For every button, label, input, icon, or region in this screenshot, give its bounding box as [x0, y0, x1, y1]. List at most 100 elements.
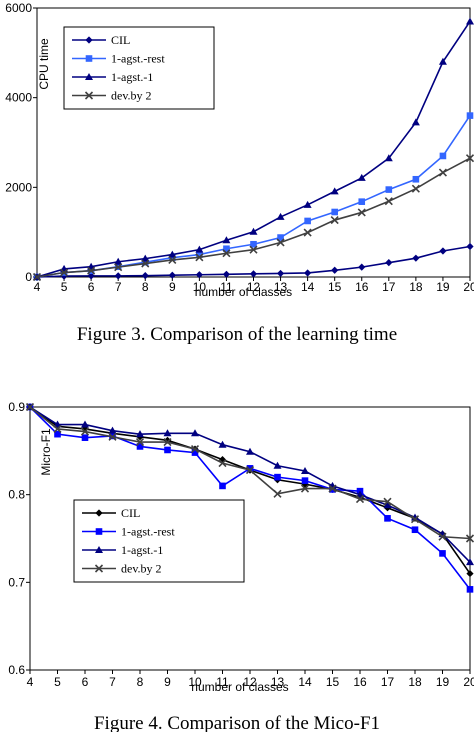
data-point-1-agst-rest — [277, 234, 284, 241]
data-point-1-agst-rest — [141, 258, 149, 266]
series-dev-by-2 — [25, 402, 474, 543]
legend-label: CIL — [121, 506, 140, 520]
legend-label: CIL — [111, 33, 130, 47]
data-point-dev-by-2 — [384, 197, 393, 206]
data-point-dev-by-2 — [303, 228, 312, 237]
data-point-dev-by-2 — [328, 484, 337, 493]
data-point-dev-by-2 — [465, 534, 474, 543]
data-point-dev-by-2 — [300, 484, 310, 493]
data-point-1-agst-rest — [304, 217, 311, 225]
data-point-cil — [87, 272, 95, 280]
data-point-1-agst-1 — [222, 236, 231, 244]
data-point-dev-by-2 — [357, 208, 366, 217]
data-point-dev-by-2 — [410, 515, 420, 524]
data-point-1-agst-rest — [384, 515, 391, 522]
x-tick-label: 5 — [61, 280, 68, 294]
y-tick-label: 0.6 — [8, 663, 25, 677]
legend-entry-dev-by-2: dev.by 2 — [72, 89, 152, 103]
x-tick-label: 11 — [220, 280, 233, 294]
data-point-1-agst-rest — [164, 446, 171, 454]
y-tick-label: 4000 — [5, 91, 32, 105]
x-tick-label: 9 — [169, 280, 176, 294]
legend-label: 1-agst.-1 — [111, 70, 153, 84]
legend-entry-1-agst-1: 1-agst.-1 — [72, 70, 153, 84]
data-point-1-agst-rest — [219, 482, 226, 490]
data-point-1-agst-rest — [223, 245, 230, 253]
data-point-cil — [114, 272, 122, 280]
y-axis-label: CPU time — [37, 38, 51, 90]
data-point-dev-by-2 — [25, 402, 35, 412]
data-point-cil — [331, 266, 339, 274]
legend-label: dev.by 2 — [121, 562, 162, 576]
data-point-dev-by-2 — [195, 253, 204, 262]
data-point-dev-by-2 — [330, 215, 339, 225]
x-tick-label: 5 — [54, 675, 61, 689]
legend-marker — [85, 55, 93, 62]
data-point-1-agst-rest — [250, 240, 257, 248]
legend-marker — [95, 509, 103, 517]
data-point-1-agst-1 — [301, 466, 309, 474]
cpu-time-chart: 0 2000 4000 6000 4 5 6 7 8 9 10 11 12 13 14 15 16 17 18 19 2… — [5, 1, 474, 299]
data-point-1-agst-rest — [358, 198, 366, 205]
data-point-cil — [141, 272, 149, 280]
data-point-1-agst-1 — [273, 461, 282, 469]
series-dev-by-2 — [32, 154, 474, 282]
x-tick-label: 20 — [463, 280, 474, 294]
legend-marker — [85, 36, 93, 44]
data-point-cil — [412, 254, 420, 262]
x-tick-label: 14 — [301, 280, 315, 294]
x-tick-label: 4 — [34, 280, 41, 294]
x-tick-label: 10 — [188, 675, 202, 689]
legend-label: 1-agst.-rest — [111, 52, 165, 66]
data-point-1-agst-1 — [383, 501, 392, 509]
data-point-dev-by-2 — [163, 438, 172, 447]
data-point-1-agst-1 — [81, 420, 89, 428]
data-point-1-agst-rest — [466, 112, 474, 119]
data-point-1-agst-1 — [411, 118, 420, 126]
y-tick-label: 0.8 — [8, 488, 25, 502]
data-point-cil — [163, 436, 172, 444]
x-tick-label: 13 — [274, 280, 288, 294]
data-point-1-agst-1 — [195, 245, 204, 253]
data-point-1-agst-1 — [141, 254, 150, 262]
data-point-dev-by-2 — [273, 489, 282, 498]
x-tick-label: 18 — [408, 675, 422, 689]
data-point-dev-by-2 — [190, 445, 200, 454]
legend-label: 1-agst.-1 — [121, 543, 163, 557]
data-point-1-agst-rest — [136, 443, 144, 450]
legend: CIL 1-agst.-rest 1-agst.-1 dev.by 2 — [73, 499, 245, 583]
data-point-1-agst-rest — [246, 465, 254, 472]
data-point-dev-by-2 — [438, 532, 447, 541]
data-point-cil — [276, 269, 285, 278]
legend-marker — [94, 564, 104, 573]
data-point-dev-by-2 — [383, 497, 392, 506]
x-tick-label: 18 — [409, 280, 423, 294]
data-point-dev-by-2 — [222, 249, 231, 258]
x-tick-label: 8 — [142, 280, 149, 294]
data-point-dev-by-2 — [245, 466, 255, 475]
data-point-1-agst-1 — [438, 57, 447, 65]
data-point-dev-by-2 — [141, 259, 150, 268]
data-point-1-agst-rest — [331, 208, 338, 216]
x-tick-label: 8 — [137, 675, 144, 689]
data-point-1-agst-1 — [330, 187, 339, 195]
x-tick-label: 19 — [436, 675, 450, 689]
data-point-1-agst-1 — [356, 490, 364, 498]
x-tick-label: 15 — [328, 280, 342, 294]
x-tick-label: 13 — [271, 675, 285, 689]
legend-label: 1-agst.-rest — [121, 525, 175, 539]
data-point-1-agst-1 — [466, 558, 474, 566]
data-point-1-agst-rest — [385, 186, 393, 193]
x-tick-label: 10 — [193, 280, 207, 294]
legend-entry-1-agst-rest: 1-agst.-rest — [72, 52, 165, 66]
data-point-1-agst-1 — [163, 429, 172, 437]
legend-marker — [95, 546, 103, 553]
data-point-dev-by-2 — [276, 238, 285, 247]
data-point-1-agst-1 — [357, 173, 366, 181]
data-point-1-agst-rest — [466, 586, 474, 593]
data-point-1-agst-rest — [301, 477, 309, 484]
data-point-1-agst-1 — [466, 17, 474, 25]
legend-entry-cil: CIL — [72, 33, 130, 47]
y-tick-label: 0.9 — [8, 400, 25, 414]
